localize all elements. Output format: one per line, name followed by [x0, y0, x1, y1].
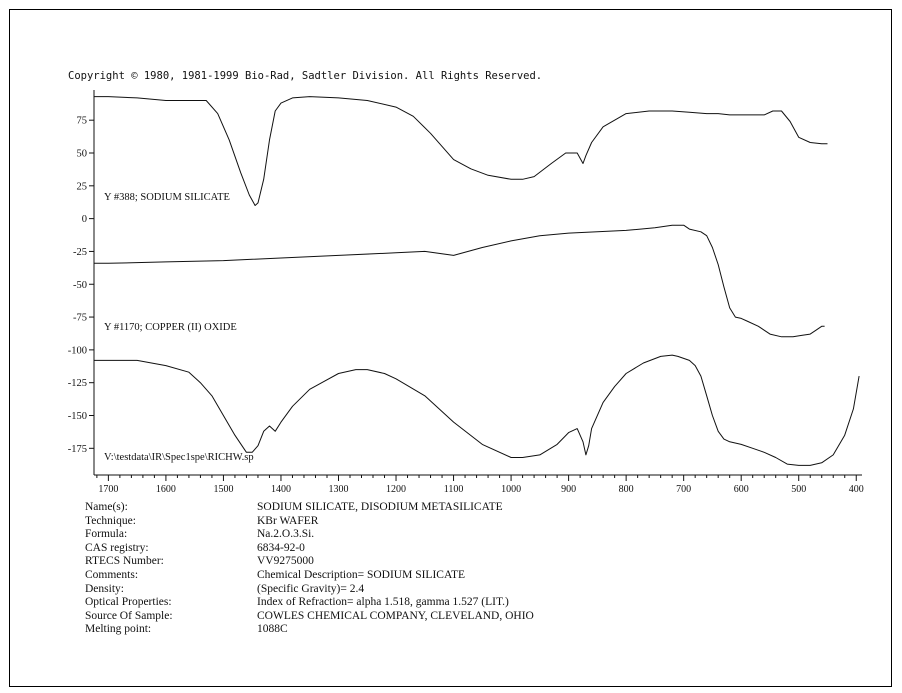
series-labels: Y #388; SODIUM SILICATE Y #1170; COPPER (… [104, 192, 254, 463]
metadata-row: Source Of Sample: COWLES CHEMICAL COMPANY… [85, 610, 534, 624]
y-tick-label: -50 [73, 280, 87, 291]
metadata-row: CAS registry: 6834-92-0 [85, 542, 534, 556]
metadata-value: 1088C [257, 623, 288, 636]
x-tick-label: 1600 [156, 484, 176, 493]
metadata-label: RTECS Number: [85, 555, 164, 568]
y-tick-label: -150 [68, 411, 87, 422]
x-tick-label: 1500 [213, 484, 233, 493]
x-tick-label: 900 [561, 484, 576, 493]
series-label-sodium-silicate: Y #388; SODIUM SILICATE [104, 192, 230, 203]
metadata-row: Name(s): SODIUM SILICATE, DISODIUM METASI… [85, 501, 534, 515]
y-tick-label: 75 [77, 116, 88, 127]
metadata-row: Comments: Chemical Description= SODIUM SI… [85, 569, 534, 583]
ir-spectrum-chart: 75 50 25 0 -25 -50 -75 -100 -125 -150 -175 1700 160… [68, 90, 864, 493]
x-tick-label: 1100 [444, 484, 464, 493]
copper-oxide-spectrum-line [94, 224, 825, 338]
metadata-value: Index of Refraction= alpha 1.518, gamma … [257, 596, 509, 609]
compound-metadata: Name(s): SODIUM SILICATE, DISODIUM METASI… [85, 501, 534, 637]
metadata-label: Source Of Sample: [85, 609, 173, 622]
metadata-row: Density: (Specific Gravity)= 2.4 [85, 583, 534, 597]
x-tick-label: 1200 [386, 484, 406, 493]
x-tick-label: 600 [734, 484, 749, 493]
metadata-value: Na.2.O.3.Si. [257, 528, 315, 541]
page-frame [9, 9, 892, 687]
metadata-row: Technique: KBr WAFER [85, 515, 534, 529]
y-tick-label: 25 [77, 181, 88, 192]
series-label-copper-oxide: Y #1170; COPPER (II) OXIDE [104, 322, 237, 333]
metadata-row: RTECS Number: VV9275000 [85, 555, 534, 569]
metadata-value: VV9275000 [257, 555, 314, 568]
x-tick-label: 1400 [271, 484, 291, 493]
series-label-file-path: V:\testdata\IR\Spec1spe\RICHW.sp [104, 452, 254, 463]
metadata-label: Optical Properties: [85, 596, 172, 609]
x-tick-label: 400 [849, 484, 864, 493]
x-tick-label: 500 [791, 484, 806, 493]
metadata-label: Density: [85, 582, 124, 595]
x-tick-label: 1300 [328, 484, 348, 493]
x-axis-ticks: 1700 1600 1500 1400 1300 1200 1100 1000 900 800 70… [96, 475, 864, 493]
metadata-value: 6834-92-0 [257, 541, 305, 554]
metadata-row: Optical Properties: Index of Refraction= … [85, 596, 534, 610]
metadata-value: SODIUM SILICATE, DISODIUM METASILICATE [257, 501, 503, 513]
metadata-label: Name(s): [85, 501, 128, 513]
metadata-value: Chemical Description= SODIUM SILICATE [257, 568, 466, 581]
metadata-label: CAS registry: [85, 541, 149, 554]
metadata-label: Comments: [85, 568, 139, 581]
y-tick-label: -125 [68, 378, 87, 389]
x-tick-label: 700 [676, 484, 691, 493]
y-tick-label: -75 [73, 313, 87, 324]
metadata-value: KBr WAFER [257, 514, 319, 527]
metadata-row: Formula: Na.2.O.3.Si. [85, 528, 534, 542]
y-tick-label: -175 [68, 444, 87, 455]
metadata-row: Melting point: 1088C [85, 623, 534, 637]
richw-spectrum-line [94, 354, 860, 466]
y-tick-label: -25 [73, 247, 87, 258]
y-tick-label: -100 [68, 345, 87, 356]
x-tick-label: 1000 [501, 484, 521, 493]
metadata-label: Melting point: [85, 623, 152, 636]
y-tick-label: 0 [82, 214, 87, 225]
metadata-label: Formula: [85, 528, 128, 541]
copyright-notice: Copyright © 1980, 1981-1999 Bio-Rad, Sad… [68, 70, 543, 82]
metadata-label: Technique: [85, 514, 136, 527]
y-tick-label: 50 [77, 149, 88, 160]
sodium-silicate-spectrum-line [94, 96, 828, 206]
x-tick-label: 800 [619, 484, 634, 493]
spectrum-series [94, 96, 860, 466]
metadata-value: COWLES CHEMICAL COMPANY, CLEVELAND, OHIO [257, 609, 534, 622]
metadata-value: (Specific Gravity)= 2.4 [257, 582, 365, 595]
y-axis-ticks: 75 50 25 0 -25 -50 -75 -100 -125 -150 -175 [68, 116, 94, 455]
x-tick-label: 1700 [98, 484, 118, 493]
